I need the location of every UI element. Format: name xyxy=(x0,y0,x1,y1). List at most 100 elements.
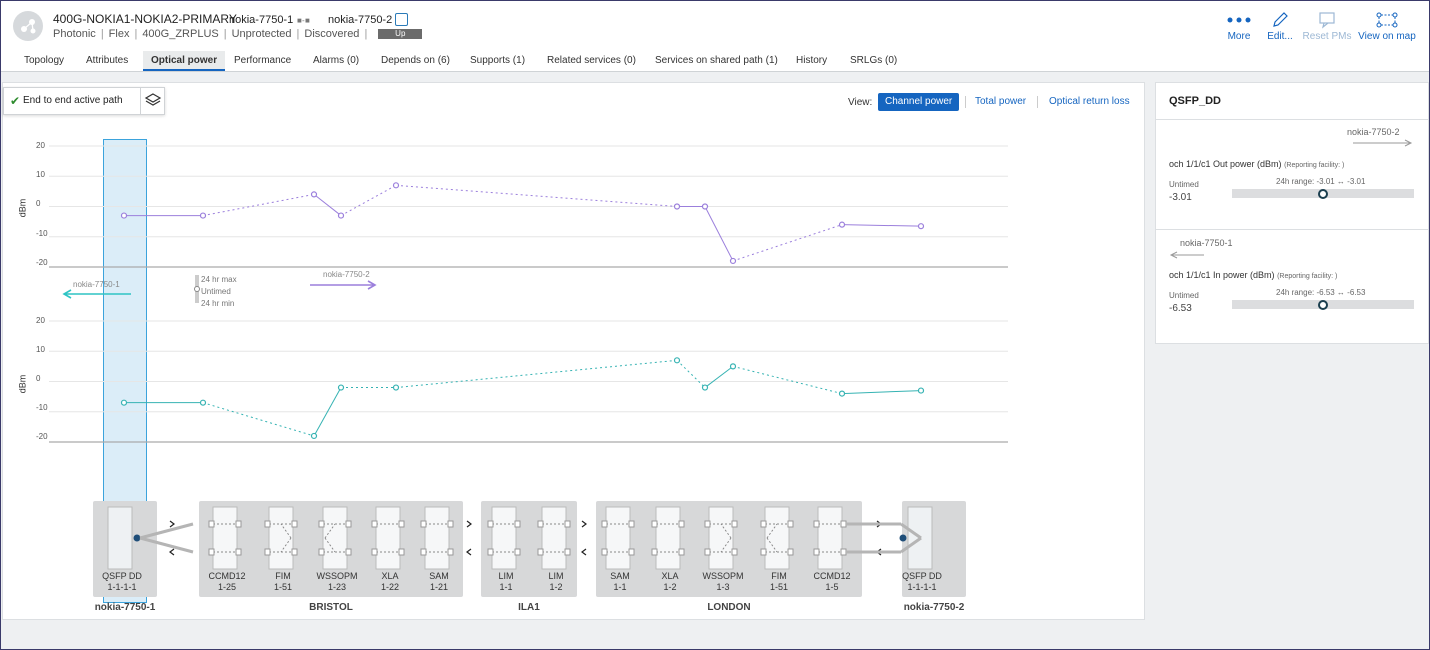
node-card xyxy=(491,506,517,570)
port xyxy=(420,520,427,528)
port xyxy=(537,548,544,556)
node-label[interactable]: LIM 1-2 xyxy=(548,571,564,592)
tab-attributes[interactable]: Attributes xyxy=(86,55,129,66)
series-segment xyxy=(841,390,922,395)
direction-chevron xyxy=(466,548,472,556)
port xyxy=(813,548,820,556)
port xyxy=(398,548,405,556)
port xyxy=(208,548,215,556)
endpoint-b[interactable]: nokia-7750-2 xyxy=(328,14,393,26)
endpoint-a[interactable]: nokia-7750-1 xyxy=(229,14,294,26)
port xyxy=(420,548,427,556)
port xyxy=(371,548,378,556)
node-label[interactable]: FIM 1-51 xyxy=(273,571,292,592)
tab-depends-on[interactable]: Depends on (6) xyxy=(381,55,450,66)
reset-pm-icon xyxy=(1301,9,1353,31)
view-total-power[interactable]: Total power xyxy=(975,96,1027,107)
out-power-metric: och 1/1/c1 Out power (dBm) (Reporting fa… xyxy=(1169,159,1345,169)
series-segment xyxy=(202,193,315,217)
node-label[interactable]: QSFP DD 1-1-1-1 xyxy=(902,571,942,592)
port xyxy=(787,520,794,528)
details-panel: QSFP_DD nokia-7750-2 och 1/1/c1 Out powe… xyxy=(1155,82,1429,344)
node-label[interactable]: SAM 1-1 xyxy=(610,571,630,592)
node-label[interactable]: CCMD12 1-5 xyxy=(813,571,851,592)
direction-arrow-right-icon xyxy=(1353,139,1413,147)
port xyxy=(235,548,242,556)
direction-chevron xyxy=(169,548,175,556)
data-point xyxy=(310,432,318,440)
more-dots-icon xyxy=(1223,9,1255,31)
layers-icon xyxy=(144,93,162,106)
series-segment xyxy=(395,359,678,389)
series-segment xyxy=(202,402,315,437)
out-range-label: 24h range: -3.01 ↔ -3.01 xyxy=(1276,177,1366,186)
node-label[interactable]: WSSOPM 1-3 xyxy=(702,571,744,592)
path-toggle[interactable]: ✔ End to end active path xyxy=(3,87,165,115)
view-channel-power[interactable]: Channel power xyxy=(878,93,960,111)
port xyxy=(628,548,635,556)
tab-srlgs[interactable]: SRLGs (0) xyxy=(850,55,898,66)
tab-related-services[interactable]: Related services (0) xyxy=(547,55,636,66)
tab-alarms[interactable]: Alarms (0) xyxy=(313,55,360,66)
data-point xyxy=(120,212,128,219)
view-divider xyxy=(1037,96,1038,108)
node-label[interactable]: CCMD12 1-25 xyxy=(208,571,246,592)
edit-button[interactable]: Edit... xyxy=(1263,9,1297,42)
port xyxy=(371,520,378,528)
node-label[interactable]: QSFP DD 1-1-1-1 xyxy=(102,571,142,592)
node-card xyxy=(322,506,348,570)
more-button[interactable]: More xyxy=(1223,9,1255,42)
node-label[interactable]: WSSOPM 1-23 xyxy=(316,571,358,592)
tab-topology[interactable]: Topology xyxy=(24,55,65,66)
tab-services-shared-path[interactable]: Services on shared path (1) xyxy=(655,55,778,66)
node-card xyxy=(375,506,401,570)
node-label[interactable]: XLA 1-2 xyxy=(661,571,679,592)
service-meta: Photonic | Flex | 400G_ZRPLUS | Unprotected | Di… xyxy=(53,28,423,40)
node-label[interactable]: FIM 1-51 xyxy=(769,571,788,592)
view-on-map-button[interactable]: View on map xyxy=(1355,9,1419,42)
tab-optical-power[interactable]: Optical power xyxy=(143,51,226,71)
tab-performance[interactable]: Performance xyxy=(234,55,292,66)
port xyxy=(787,548,794,556)
direction-chevron xyxy=(466,520,472,528)
power-charts xyxy=(49,145,1008,443)
port xyxy=(564,520,571,528)
tab-history[interactable]: History xyxy=(796,55,828,66)
node-card xyxy=(817,506,843,570)
data-point xyxy=(917,223,925,230)
node-label[interactable]: XLA 1-22 xyxy=(380,571,399,592)
node-label[interactable]: SAM 1-21 xyxy=(429,571,449,592)
site-label: nokia-7750-2 xyxy=(903,602,965,613)
direction-arrow-left-icon xyxy=(1169,251,1204,259)
port xyxy=(318,548,325,556)
internal-path xyxy=(324,523,336,553)
view-optical-return-loss[interactable]: Optical return loss xyxy=(1049,96,1130,107)
port xyxy=(731,548,738,556)
y-tick: 10 xyxy=(36,170,45,179)
in-power-value: -6.53 xyxy=(1169,303,1192,314)
layers-button[interactable] xyxy=(140,88,165,114)
port xyxy=(291,548,298,556)
site-label: nokia-7750-1 xyxy=(94,602,156,613)
data-point xyxy=(701,384,709,391)
direction-chevron xyxy=(581,520,587,528)
series-segment xyxy=(704,365,734,388)
direction-label-reverse: nokia-7750-1 xyxy=(73,280,120,289)
port xyxy=(678,548,685,556)
service-header: 400G-NOKIA1-NOKIA2-PRIMARY nokia-7750-1 … xyxy=(1,1,1429,51)
edit-endpoints-icon[interactable] xyxy=(395,13,408,26)
y-tick: 10 xyxy=(36,345,45,354)
meta-type: Photonic xyxy=(53,28,96,40)
out-untimed-label: Untimed xyxy=(1169,180,1199,189)
port xyxy=(514,548,521,556)
fiber-link xyxy=(900,522,922,540)
internal-path xyxy=(720,523,732,553)
port xyxy=(398,520,405,528)
reset-pms-button[interactable]: Reset PMs xyxy=(1301,9,1353,42)
port-endpoint xyxy=(899,534,907,542)
node-card xyxy=(268,506,294,570)
series-segment xyxy=(704,206,734,262)
node-label[interactable]: LIM 1-1 xyxy=(498,571,514,592)
path-toggle-label: End to end active path xyxy=(23,95,123,106)
tab-supports[interactable]: Supports (1) xyxy=(470,55,526,66)
